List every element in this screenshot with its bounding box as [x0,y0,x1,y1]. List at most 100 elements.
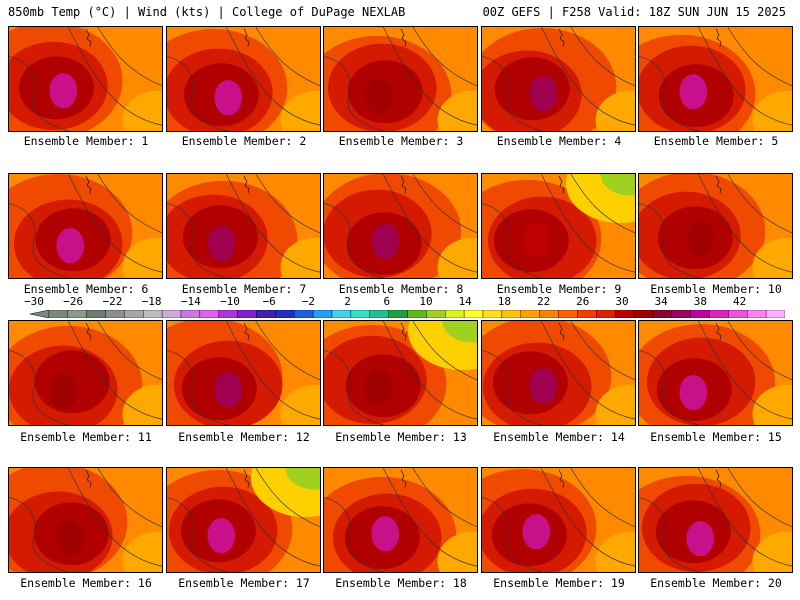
temperature-map [324,174,477,278]
temperature-map [639,27,792,131]
ensemble-member-caption: Ensemble Member: 2 [181,134,307,148]
colorbar-segment [237,310,257,318]
ensemble-member-caption: Ensemble Member: 14 [493,430,625,444]
page-title: 850mb Temp (°C) | Wind (kts) | College o… [8,5,406,19]
colorbar-tick-label: −22 [102,295,123,308]
colorbar-segment [48,310,68,318]
ensemble-map-panel [481,173,636,279]
colorbar-segment [143,310,163,318]
colorbar-segment [161,310,182,318]
colorbar-segment [558,310,578,318]
colorbar-tick-label: 38 [693,295,708,308]
colorbar-tick-label: −2 [301,295,316,308]
colorbar-segment [180,310,201,318]
ensemble-map-panel [481,26,636,132]
colorbar-tick-label: −26 [63,295,84,308]
colorbar-segment [728,310,748,318]
ensemble-member-caption: Ensemble Member: 1 [23,134,149,148]
colorbar-segment [275,310,295,318]
colorbar-segment [614,310,635,318]
ensemble-member-caption: Ensemble Member: 20 [650,576,782,590]
colorbar-segment [520,310,540,318]
colorbar-segment [539,310,559,318]
ensemble-map-panel [481,320,636,426]
temperature-map [482,27,635,131]
ensemble-map-panel [323,173,478,279]
colorbar-tick-label: 30 [615,295,629,308]
ensemble-member-caption: Ensemble Member: 5 [653,134,779,148]
colorbar-tick-label: 6 [383,295,391,308]
ensemble-member-caption: Ensemble Member: 7 [181,282,307,296]
temperature-map [167,321,320,425]
ensemble-member-caption: Ensemble Member: 15 [650,430,782,444]
temperature-map [9,321,162,425]
colorbar-segment [633,310,654,318]
colorbar-tick-label: 18 [497,295,512,308]
ensemble-map-panel [166,26,321,132]
ensemble-map-panel [166,467,321,573]
ensemble-map-panel [638,467,793,573]
ensemble-map-panel [323,467,478,573]
ensemble-map-panel [323,26,478,132]
colorbar-tick-label: 14 [458,295,472,308]
ensemble-member-caption: Ensemble Member: 9 [496,282,622,296]
colorbar-segment [30,310,50,318]
colorbar-segment [294,310,314,318]
temperature-map [482,468,635,572]
colorbar-segment [218,310,238,318]
colorbar-segment [426,310,446,318]
temperature-map [167,468,320,572]
ensemble-member-caption: Ensemble Member: 16 [20,576,152,590]
colorbar-segment [67,310,87,318]
colorbar-tick-label: −6 [262,295,276,308]
temperature-colorbar [30,310,785,318]
colorbar-segment [369,310,389,318]
ensemble-member-caption: Ensemble Member: 13 [335,430,467,444]
temperature-map [639,321,792,425]
colorbar-tick-label: 42 [732,295,747,308]
ensemble-map-panel [8,26,163,132]
ensemble-map-panel [638,26,793,132]
colorbar-segment [331,310,352,318]
ensemble-member-caption: Ensemble Member: 6 [23,282,149,296]
valid-time-label: 00Z GEFS | F258 Valid: 18Z SUN JUN 15 20… [482,5,786,19]
colorbar-segment [709,310,729,318]
temperature-map [639,468,792,572]
colorbar-segment [577,310,597,318]
ensemble-member-caption: Ensemble Member: 4 [496,134,622,148]
ensemble-member-caption: Ensemble Member: 18 [335,576,467,590]
colorbar-segment [671,310,691,318]
colorbar-tick-label: 10 [419,295,433,308]
colorbar-tick-label: −14 [180,295,201,308]
colorbar-tick-label: 2 [344,295,351,308]
temperature-map [482,174,635,278]
ensemble-map-panel [8,467,163,573]
colorbar-tick-label: −30 [24,295,44,308]
temperature-map [9,174,162,278]
colorbar-segment [690,310,710,318]
colorbar-segment [86,310,106,318]
colorbar-segment [482,310,503,318]
temperature-map [482,321,635,425]
colorbar-segment [445,310,465,318]
ensemble-map-panel [481,467,636,573]
colorbar-segment [501,310,521,318]
colorbar-segment [765,310,785,318]
ensemble-map-panel [638,320,793,426]
ensemble-member-caption: Ensemble Member: 3 [338,134,464,148]
temperature-map [9,27,162,131]
colorbar-segment [105,310,125,318]
temperature-map [639,174,792,278]
colorbar-tick-label: 26 [576,295,590,308]
temperature-map [324,321,477,425]
temperature-map [324,468,477,572]
colorbar-segment [388,310,408,318]
ensemble-member-caption: Ensemble Member: 10 [650,282,782,296]
colorbar-segment [124,310,144,318]
ensemble-map-panel [166,320,321,426]
temperature-map [324,27,477,131]
colorbar-tick-label: −10 [220,295,240,308]
colorbar-segment [652,310,672,318]
temperature-map [9,468,162,572]
ensemble-map-panel [166,173,321,279]
